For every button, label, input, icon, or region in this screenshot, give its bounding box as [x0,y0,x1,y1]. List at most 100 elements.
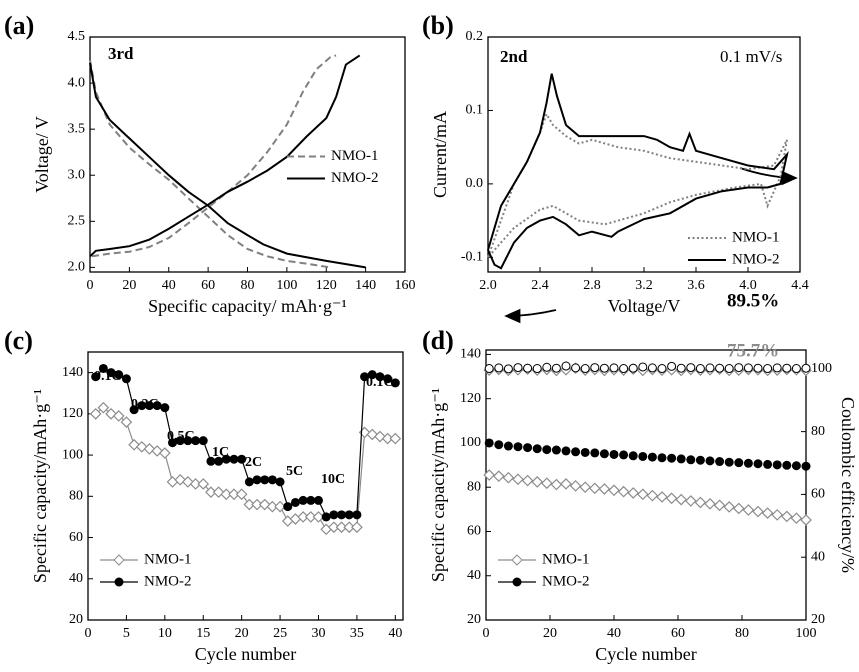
marker [638,451,648,461]
marker [352,510,362,520]
marker [542,445,552,455]
marker [617,485,630,498]
panel-label: (d) [422,326,454,355]
y-axis-title: Voltage/ V [32,116,52,193]
marker [229,454,239,464]
marker [532,364,542,374]
x-tick-label: 0 [87,278,94,293]
x-tick-label: 0 [483,626,490,641]
marker [724,364,734,374]
annotation: 2nd [500,47,528,66]
marker [550,478,563,491]
marker [121,374,131,384]
y-tick-label: 2.5 [68,214,86,229]
marker [523,363,533,373]
y-tick-label: 3.5 [68,121,86,136]
y-tick-label: 2.0 [68,260,86,275]
y2-tick-label: 60 [811,487,825,502]
marker [684,495,697,507]
marker [715,363,725,373]
marker [571,447,581,457]
marker [609,363,619,373]
x-tick-label: 60 [201,278,215,293]
marker [686,455,696,465]
y-tick-label: 140 [460,347,481,362]
series-line [89,54,361,258]
y-tick-label: 80 [69,489,83,504]
marker [695,364,705,374]
x-tick-label: 5 [123,626,130,641]
marker [182,476,194,488]
marker [780,510,793,523]
marker [260,475,270,485]
marker [221,454,231,464]
marker [367,370,377,380]
marker [627,487,640,499]
marker [800,514,812,526]
marker [763,364,773,374]
x-tick-label: 160 [395,278,416,293]
marker [675,493,688,506]
x-axis-title: Cycle number [195,644,296,664]
annotation: 75.7% [727,340,779,361]
marker [98,363,108,373]
marker [609,449,619,459]
marker [782,363,792,373]
marker [106,368,116,378]
x-tick-label: 100 [796,626,817,641]
y-tick-label: 0.0 [466,176,484,191]
x-tick-label: 60 [671,626,685,641]
marker [647,452,657,462]
y-tick-label: 0.2 [466,29,484,44]
marker [274,500,286,513]
marker [598,483,611,495]
marker [375,372,385,382]
marker [599,449,609,459]
marker [569,480,582,492]
y-tick-label: 40 [69,571,83,586]
marker [531,476,544,488]
annotation: 0.5C [167,429,195,444]
arrow-right [739,167,798,186]
marker [561,361,571,371]
marker [158,447,171,459]
y2-axis-title: Coulombic efficiency/% [838,397,858,573]
x-tick-label: 120 [316,278,337,293]
legend-label: NMO-2 [144,573,192,589]
x-tick-label: 100 [276,278,297,293]
marker [646,489,659,502]
annotation: 1C [212,445,229,460]
marker [743,363,753,373]
y2-tick-label: 100 [811,361,832,376]
arrow-left [504,308,557,324]
y-tick-label: 60 [467,524,481,539]
marker [297,511,309,523]
legend-marker [113,554,125,566]
marker [667,453,677,463]
marker [383,374,393,384]
marker [128,438,140,451]
marker [251,498,263,511]
marker [97,401,110,414]
y-tick-label: 80 [467,479,481,494]
marker [790,512,803,525]
marker [206,456,216,466]
marker [503,441,513,451]
marker [657,453,667,463]
marker [343,521,356,534]
x-tick-label: 30 [311,626,325,641]
marker [801,363,811,373]
marker [212,486,225,499]
marker [580,364,590,374]
marker [502,471,515,484]
marker [676,454,686,464]
marker [329,510,339,520]
marker [734,363,744,373]
marker [590,448,600,458]
marker [724,457,734,467]
marker [152,401,162,411]
marker [588,482,601,495]
y-tick-label: 4.0 [68,75,86,90]
marker [112,410,125,422]
